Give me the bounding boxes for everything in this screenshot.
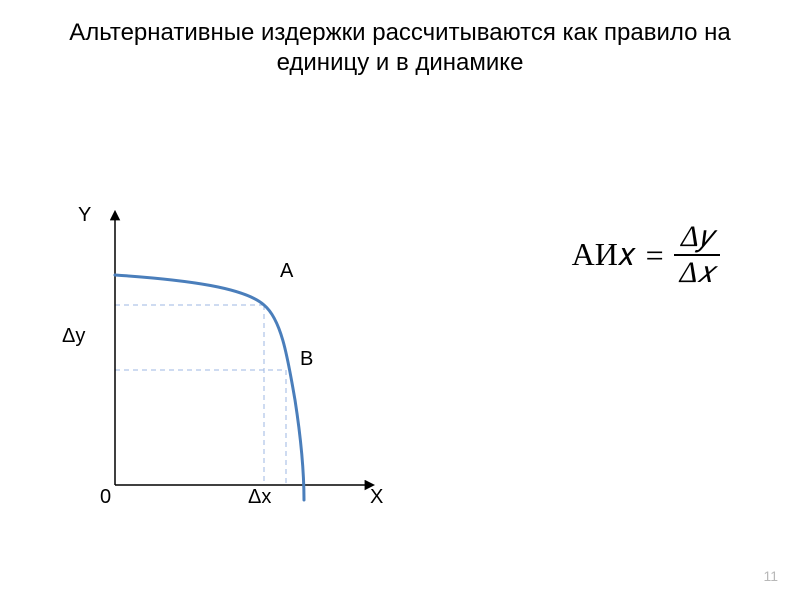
formula-lhs: АИ𝑥 <box>572 236 636 274</box>
slide-title: Альтернативные издержки рассчитываются к… <box>40 18 760 78</box>
point-a-label: А <box>280 260 293 283</box>
x-axis-label: X <box>370 486 383 509</box>
y-axis-label: Y <box>78 204 91 227</box>
formula-numerator: Δ𝑦 <box>674 220 720 256</box>
point-b-label: В <box>300 348 313 371</box>
slide: Альтернативные издержки рассчитываются к… <box>0 0 800 600</box>
formula-fraction: Δ𝑦 Δ𝑥 <box>674 220 720 290</box>
delta-y-label: Δу <box>62 325 85 348</box>
origin-label: 0 <box>100 486 111 509</box>
formula-eq: = <box>646 237 664 274</box>
page-number: 11 <box>763 568 778 584</box>
ppf-chart: Y X 0 Δу Δх А В <box>70 200 390 520</box>
chart-svg <box>70 200 390 520</box>
formula-denominator: Δ𝑥 <box>674 256 720 290</box>
delta-x-label: Δх <box>248 486 271 509</box>
formula: АИ𝑥 = Δ𝑦 Δ𝑥 <box>572 220 720 290</box>
